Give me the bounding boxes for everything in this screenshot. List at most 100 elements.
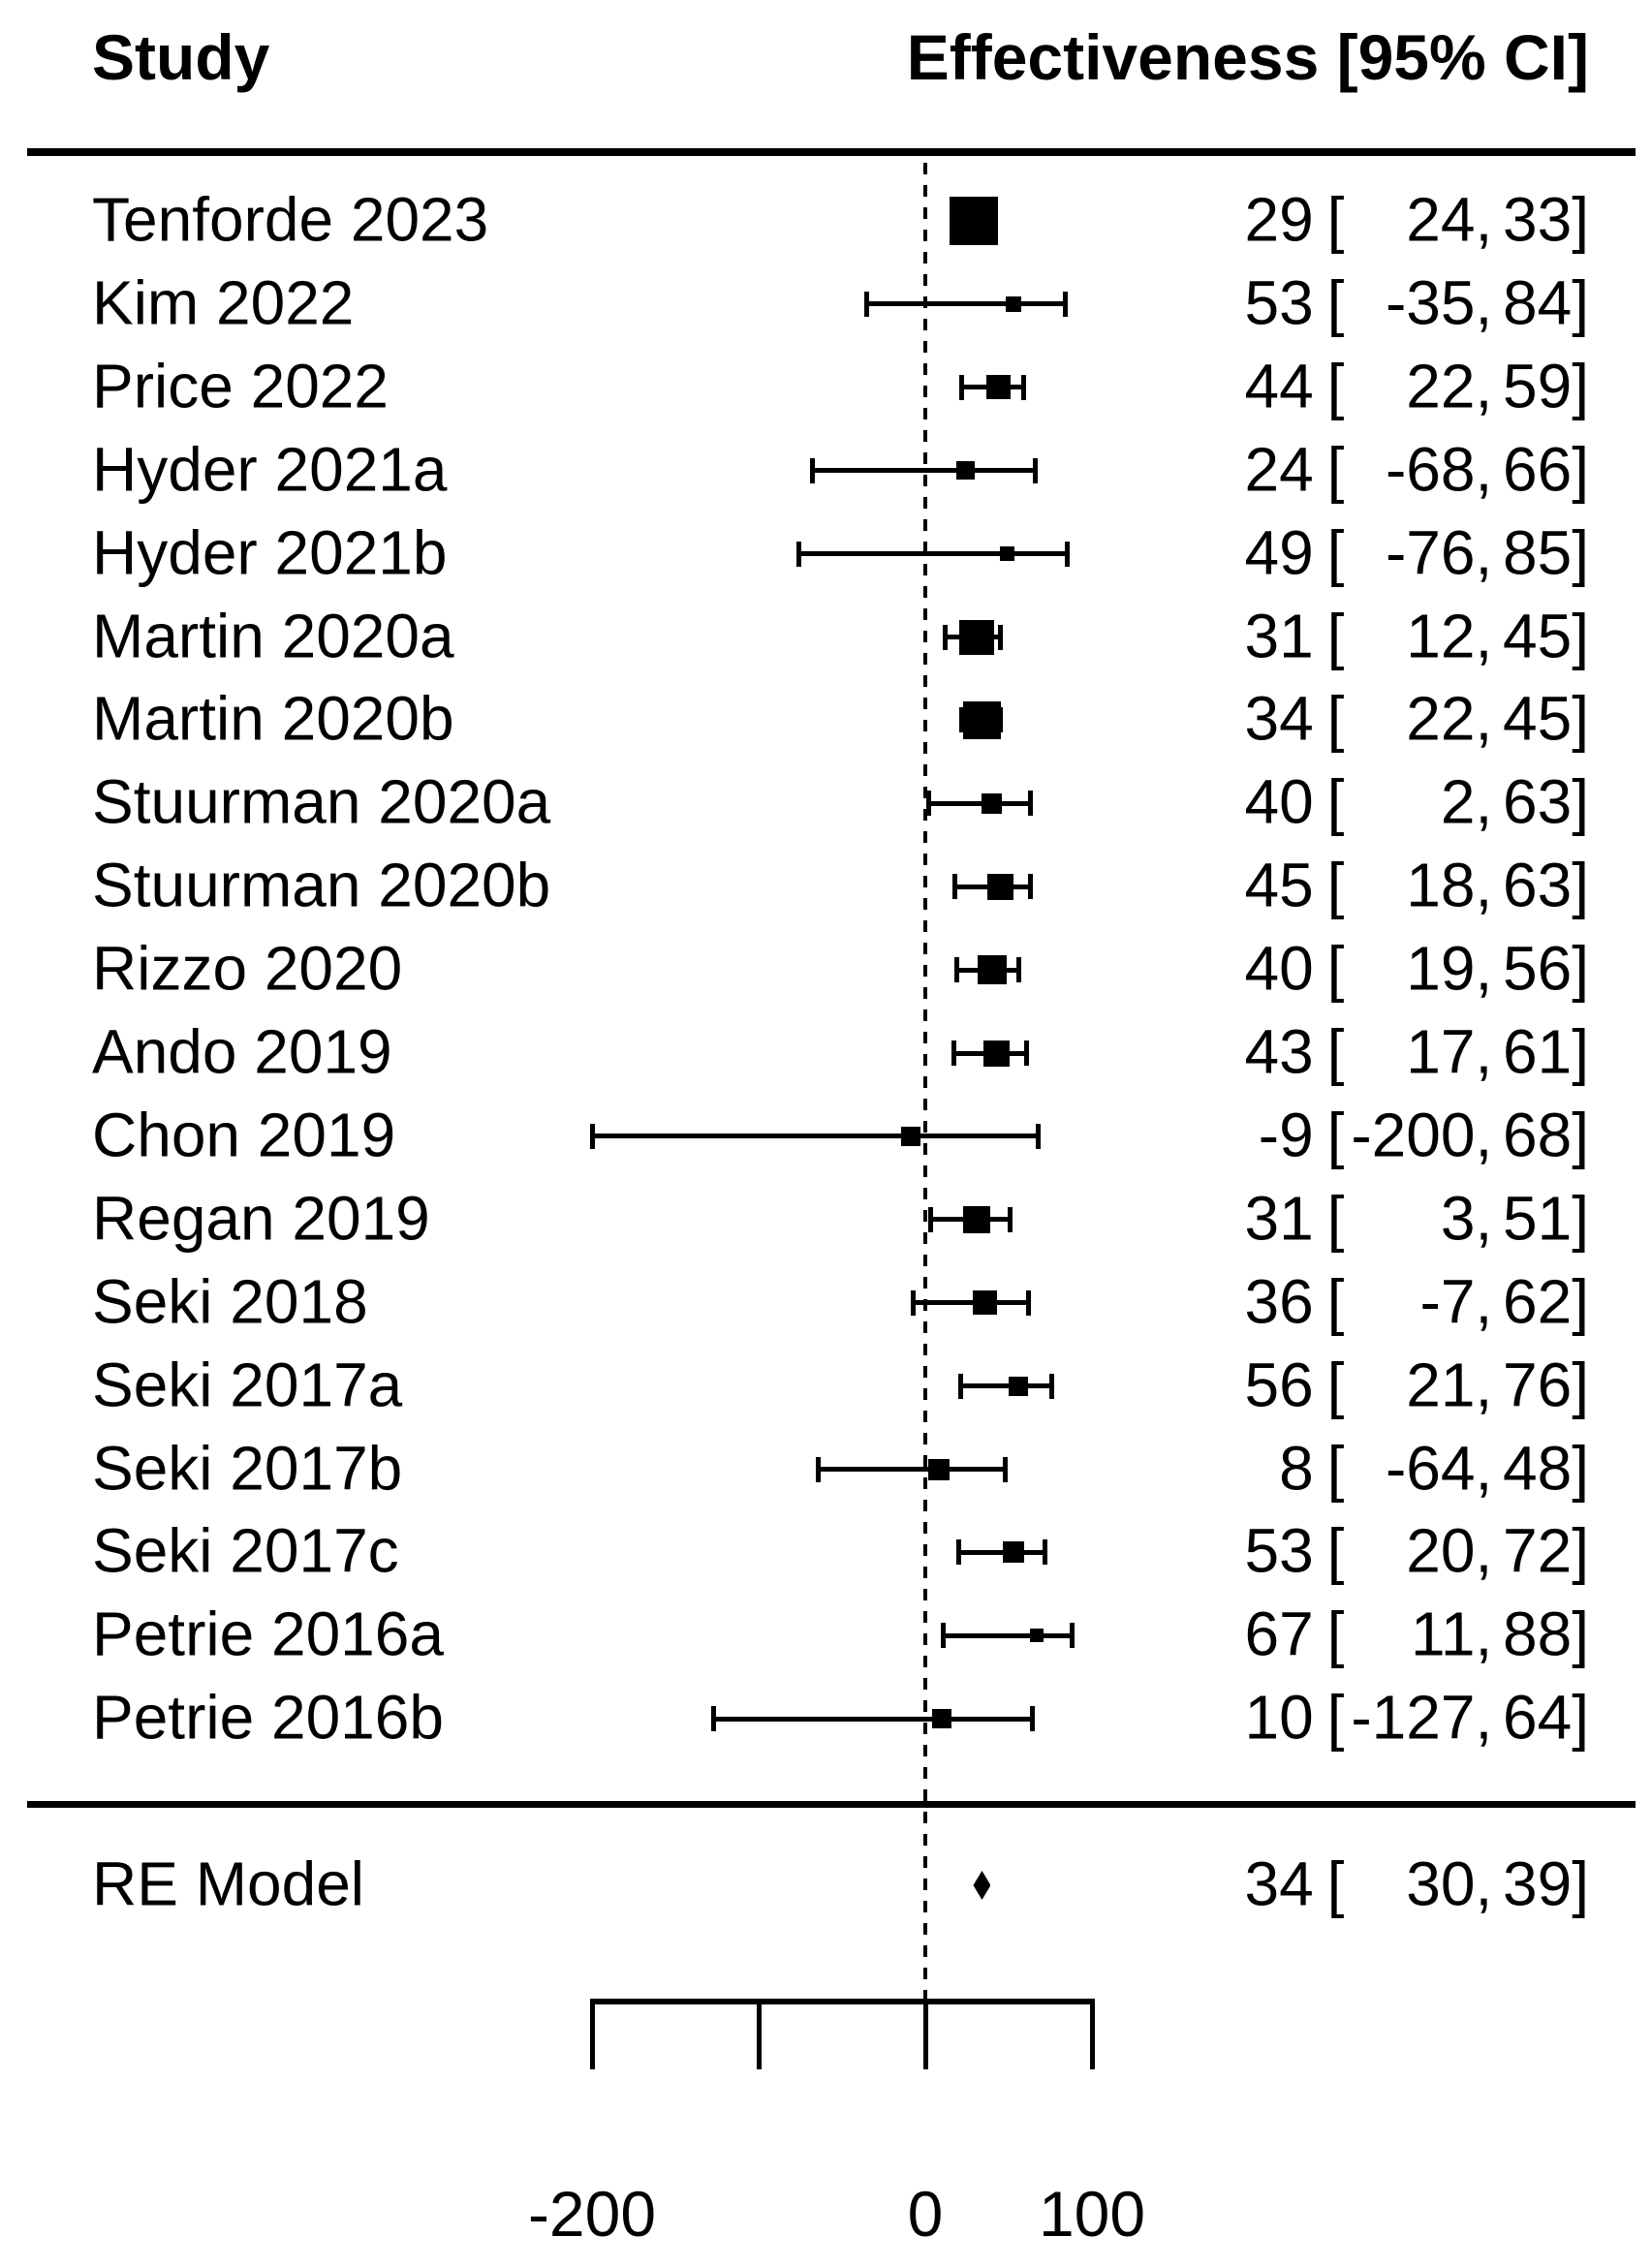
- ci-cap-right: [1020, 374, 1026, 400]
- header-divider: [27, 148, 1636, 156]
- ci-whisker: [818, 1467, 1006, 1472]
- ci-lower: -127: [1351, 1682, 1476, 1753]
- ci-lower: 22: [1406, 684, 1476, 755]
- study-label: Stuurman 2020a: [92, 767, 551, 838]
- ci-lower: 12: [1406, 601, 1476, 671]
- effect-marker: [986, 375, 1012, 400]
- ci-cap-right: [1015, 957, 1021, 983]
- effect-ci-text: 53[20, 72]: [1212, 1520, 1589, 1582]
- bracket-open: [: [1326, 1266, 1345, 1337]
- bracket-close: ]: [1572, 1682, 1589, 1753]
- study-label: Petrie 2016b: [92, 1682, 444, 1753]
- comma-separator: ,: [1475, 434, 1493, 505]
- ci-lower: 3: [1440, 1183, 1476, 1254]
- comma-separator: ,: [1475, 1599, 1493, 1670]
- ci-lower: 30: [1406, 1848, 1476, 1919]
- effect-marker: [959, 619, 995, 655]
- effect-ci-text: 40[19, 56]: [1212, 938, 1589, 1000]
- effect-estimate: 53: [1244, 1516, 1314, 1587]
- effect-marker: [1003, 1541, 1025, 1564]
- axis-tick: [756, 1999, 762, 2069]
- comma-separator: ,: [1475, 1016, 1493, 1087]
- effect-estimate: 10: [1244, 1682, 1314, 1753]
- ci-cap-right: [1043, 1539, 1048, 1566]
- ci-whisker: [958, 1549, 1045, 1555]
- ci-cap-right: [1069, 1623, 1075, 1649]
- comma-separator: ,: [1475, 184, 1493, 255]
- ci-upper: 59: [1503, 351, 1573, 421]
- effect-ci-text: 29[24, 33]: [1212, 189, 1589, 251]
- study-label: Petrie 2016a: [92, 1599, 444, 1670]
- ci-whisker: [812, 468, 1036, 474]
- effect-ci-text: 31[12, 45]: [1212, 605, 1589, 667]
- bracket-open: [: [1326, 1183, 1345, 1254]
- bracket-open: [: [1326, 850, 1345, 920]
- ci-whisker: [960, 1383, 1052, 1389]
- ci-upper: 33: [1503, 184, 1573, 255]
- ci-cap-left: [952, 874, 958, 900]
- axis-tick-label: 0: [907, 2178, 944, 2250]
- ci-cap-left: [711, 1706, 717, 1732]
- bracket-open: [: [1326, 434, 1345, 505]
- comma-separator: ,: [1475, 351, 1493, 421]
- bracket-close: ]: [1572, 351, 1589, 421]
- ci-whisker: [592, 1134, 1039, 1139]
- ci-cap-left: [911, 1289, 917, 1316]
- ci-lower: 24: [1406, 184, 1476, 255]
- axis-tick: [922, 1999, 928, 2069]
- ci-lower: 17: [1406, 1016, 1476, 1087]
- bracket-close: ]: [1572, 1016, 1589, 1087]
- bracket-close: ]: [1572, 850, 1589, 920]
- bracket-close: ]: [1572, 434, 1589, 505]
- effect-marker: [962, 700, 1001, 739]
- effect-marker: [900, 1126, 920, 1146]
- ci-cap-right: [1024, 1040, 1030, 1066]
- ci-upper: 56: [1503, 933, 1573, 1004]
- ci-upper: 64: [1503, 1682, 1573, 1753]
- study-label: Regan 2019: [92, 1183, 430, 1254]
- effect-estimate: 56: [1244, 1350, 1314, 1420]
- bracket-open: [: [1326, 1016, 1345, 1087]
- bracket-close: ]: [1572, 1266, 1589, 1337]
- bracket-open: [: [1326, 1100, 1345, 1170]
- study-label: Hyder 2021a: [92, 434, 448, 505]
- effect-marker: [1030, 1629, 1044, 1643]
- effect-estimate: 8: [1279, 1433, 1314, 1504]
- ci-cap-left: [951, 1040, 956, 1066]
- effect-ci-text: 53[-35, 84]: [1212, 272, 1589, 334]
- ci-upper: 63: [1503, 767, 1573, 838]
- study-label: Tenforde 2023: [92, 184, 489, 255]
- column-header-effect: Effectiveness [95% CI]: [906, 21, 1589, 93]
- bracket-open: [: [1326, 601, 1345, 671]
- bracket-open: [: [1326, 1516, 1345, 1587]
- bracket-open: [: [1326, 1350, 1345, 1420]
- effect-estimate: 40: [1244, 767, 1314, 838]
- ci-cap-left: [955, 1539, 961, 1566]
- ci-upper: 63: [1503, 850, 1573, 920]
- bracket-open: [: [1326, 933, 1345, 1004]
- ci-cap-right: [1027, 874, 1033, 900]
- bracket-close: ]: [1572, 1599, 1589, 1670]
- bracket-open: [: [1326, 1599, 1345, 1670]
- ci-upper: 45: [1503, 601, 1573, 671]
- effect-estimate: 29: [1244, 184, 1314, 255]
- ci-cap-right: [1003, 1456, 1009, 1482]
- ci-whisker: [928, 800, 1031, 806]
- effect-ci-text: 67[11, 88]: [1212, 1603, 1589, 1665]
- effect-ci-text: 34[30, 39]: [1212, 1853, 1589, 1915]
- comma-separator: ,: [1475, 1516, 1493, 1587]
- effect-marker: [983, 1040, 1011, 1067]
- study-label: Martin 2020b: [92, 684, 454, 755]
- effect-marker: [986, 873, 1013, 900]
- comma-separator: ,: [1475, 1100, 1493, 1170]
- effect-estimate: 53: [1244, 267, 1314, 338]
- effect-marker: [949, 197, 998, 245]
- ci-lower: -200: [1351, 1100, 1476, 1170]
- bracket-close: ]: [1572, 767, 1589, 838]
- ci-upper: 85: [1503, 517, 1573, 588]
- bracket-close: ]: [1572, 1848, 1589, 1919]
- ci-cap-left: [957, 1373, 963, 1399]
- ci-cap-right: [1029, 1706, 1035, 1732]
- effect-estimate: 67: [1244, 1599, 1314, 1670]
- effect-ci-text: 44[22, 59]: [1212, 356, 1589, 418]
